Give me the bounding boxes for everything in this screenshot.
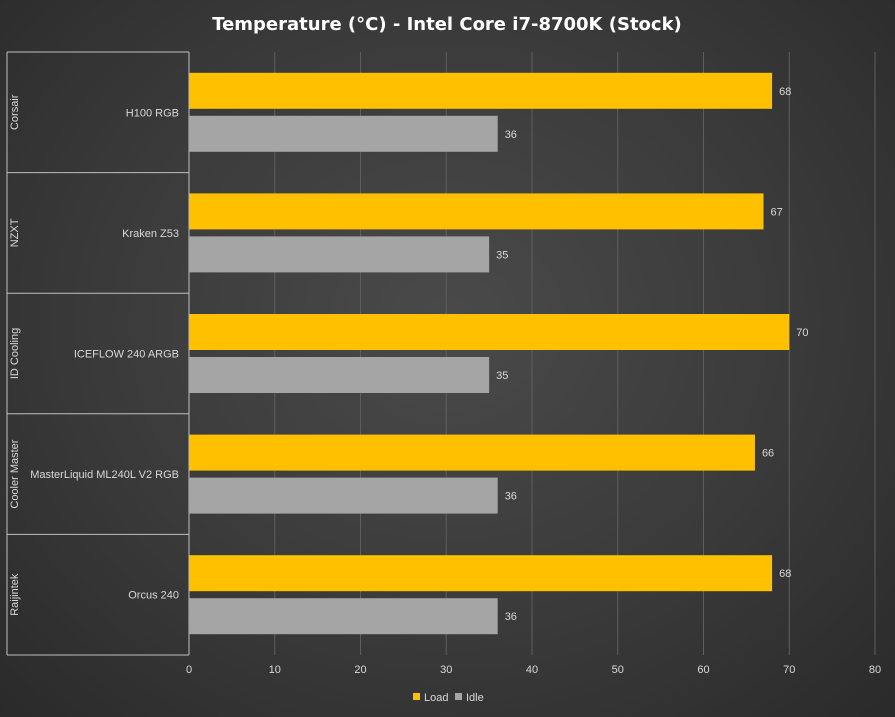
chart-title: Temperature (°C) - Intel Core i7-8700K (…: [212, 14, 682, 35]
x-tick-label: 50: [612, 664, 624, 676]
x-tick-label: 40: [526, 664, 538, 676]
category-label: Orcus 240: [128, 590, 179, 602]
x-tick-label: 80: [869, 664, 881, 676]
gridlines: [274, 52, 876, 655]
load-bar: [189, 193, 764, 230]
bars: [189, 72, 790, 635]
x-tick-label: 60: [697, 664, 709, 676]
load-value-label: 68: [779, 568, 791, 580]
legend-label-idle: Idle: [466, 692, 484, 704]
idle-value-label: 36: [505, 491, 517, 503]
labels: 0 10 20 30 40 50 60 70 80 68 36 H100 RGB Corsair 67 35…: [9, 86, 881, 676]
axes: [6, 51, 190, 656]
load-value-label: 68: [779, 86, 791, 98]
legend-swatch-load: [413, 693, 420, 700]
idle-bar: [189, 115, 498, 152]
x-tick-label: 30: [440, 664, 452, 676]
idle-value-label: 35: [496, 370, 508, 382]
load-value-label: 66: [762, 448, 774, 460]
legend-label-load: Load: [424, 692, 448, 704]
idle-value-label: 36: [505, 611, 517, 623]
category-label: MasterLiquid ML240L V2 RGB: [30, 469, 179, 481]
load-bar: [189, 314, 790, 350]
load-value-label: 67: [771, 206, 783, 218]
group-label: ID Cooling: [9, 328, 21, 379]
category-label: H100 RGB: [126, 107, 179, 119]
idle-bar: [189, 477, 498, 514]
idle-value-label: 36: [505, 129, 517, 141]
load-bar: [189, 434, 755, 471]
legend: Load Idle: [413, 692, 484, 704]
x-tick-label: 20: [354, 664, 366, 676]
category-label: Kraken Z53: [122, 228, 179, 240]
load-bar: [189, 555, 773, 592]
group-label: Cooler Master: [9, 439, 21, 508]
x-tick-label: 0: [186, 664, 192, 676]
group-label: Corsair: [9, 94, 21, 130]
legend-swatch-idle: [455, 693, 462, 700]
load-value-label: 70: [796, 327, 808, 339]
group-label: Raijintek: [9, 573, 21, 616]
x-tick-label: 10: [269, 664, 281, 676]
idle-bar: [189, 357, 490, 393]
idle-value-label: 35: [496, 249, 508, 261]
idle-bar: [189, 598, 498, 635]
category-label: ICEFLOW 240 ARGB: [74, 349, 179, 361]
group-label: NZXT: [9, 218, 21, 247]
x-tick-label: 70: [783, 664, 795, 676]
load-bar: [189, 72, 773, 109]
idle-bar: [189, 236, 490, 273]
